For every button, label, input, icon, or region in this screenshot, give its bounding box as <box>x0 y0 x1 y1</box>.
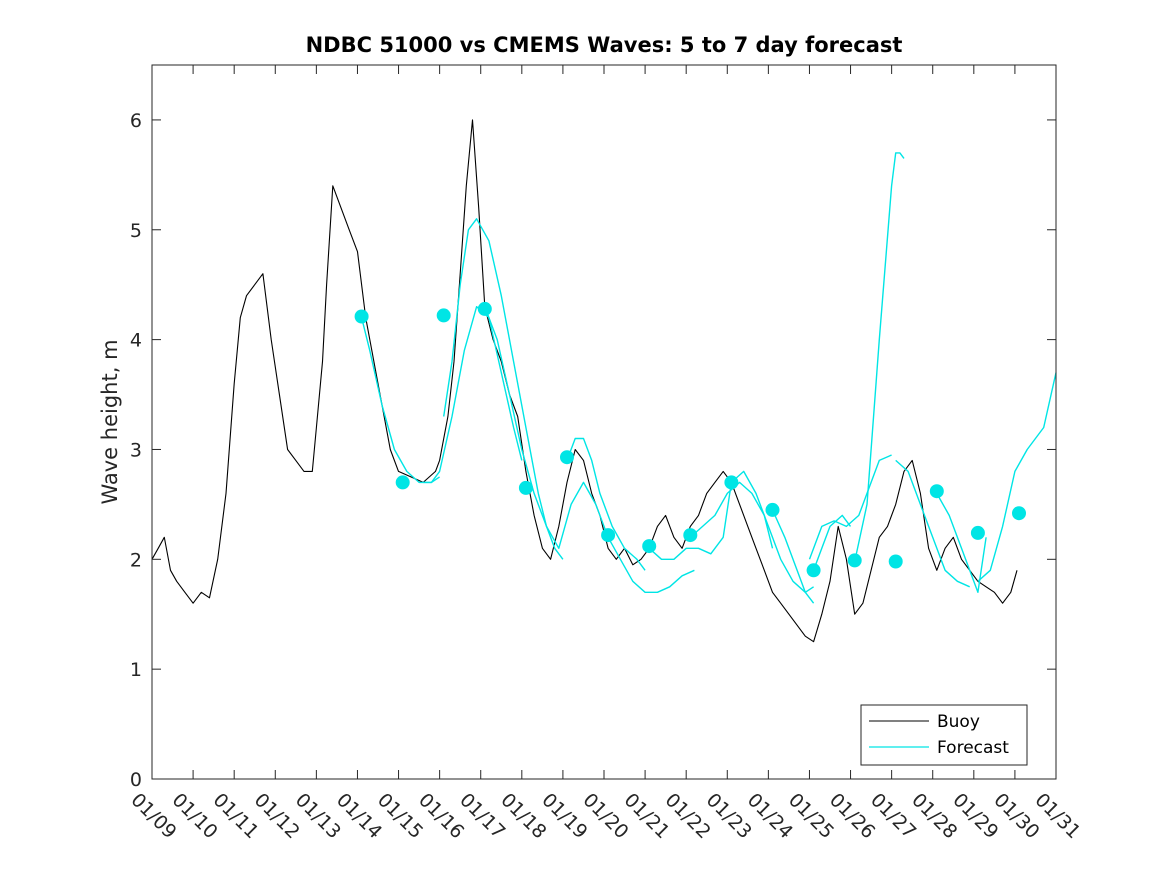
forecast-marker <box>436 308 451 323</box>
forecast-line-1 <box>423 306 523 484</box>
forecast-line-3 <box>484 306 609 549</box>
forecast-line-5 <box>607 536 695 593</box>
forecast-marker <box>806 563 821 578</box>
y-tick-label: 2 <box>130 549 142 571</box>
y-axis-label: Wave height, m <box>98 339 122 504</box>
plot-area <box>152 65 1056 779</box>
forecast-marker <box>560 450 574 465</box>
forecast-line-14 <box>936 493 987 593</box>
buoy-series <box>151 119 1018 643</box>
forecast-marker <box>601 528 616 543</box>
y-tick-label: 4 <box>130 330 142 352</box>
forecast-marker <box>765 502 780 517</box>
y-tick-label: 5 <box>130 220 142 242</box>
forecast-marker <box>642 539 657 554</box>
legend-forecast-label: Forecast <box>937 738 1009 758</box>
forecast-series <box>360 152 1057 604</box>
forecast-marker <box>929 484 944 499</box>
forecast-marker <box>354 309 369 324</box>
y-tick-label: 0 <box>130 769 142 791</box>
y-tick-label: 1 <box>130 659 142 681</box>
forecast-marker <box>970 525 985 540</box>
forecast-line-4 <box>566 437 646 571</box>
forecast-marker <box>847 553 862 568</box>
forecast-marker <box>518 480 533 495</box>
y-axis: 0 1 2 3 4 5 6 <box>130 110 1056 791</box>
forecast-marker <box>395 475 410 490</box>
forecast-line-10 <box>812 514 852 571</box>
forecast-line-13 <box>895 459 970 588</box>
forecast-line-11 <box>808 454 892 560</box>
forecast-marker <box>724 475 739 490</box>
y-tick-label: 3 <box>130 439 142 461</box>
legend-buoy-label: Buoy <box>937 712 980 732</box>
forecast-line-6 <box>648 482 733 560</box>
forecast-line-12 <box>854 152 905 562</box>
forecast-marker <box>1012 506 1026 521</box>
buoy-line <box>151 119 1018 643</box>
forecast-marker <box>683 528 698 543</box>
forecast-marker <box>888 554 903 569</box>
y-tick-label: 6 <box>130 110 142 132</box>
legend: Buoy Forecast <box>860 704 1028 766</box>
forecast-markers <box>354 301 1026 578</box>
forecast-line-15 <box>977 372 1057 582</box>
forecast-marker <box>477 301 492 316</box>
legend-box <box>860 704 1028 766</box>
forecast-line-8 <box>730 470 815 604</box>
chart-title: NDBC 51000 vs CMEMS Waves: 5 to 7 day fo… <box>306 33 903 57</box>
forecast-line-9 <box>771 509 814 593</box>
